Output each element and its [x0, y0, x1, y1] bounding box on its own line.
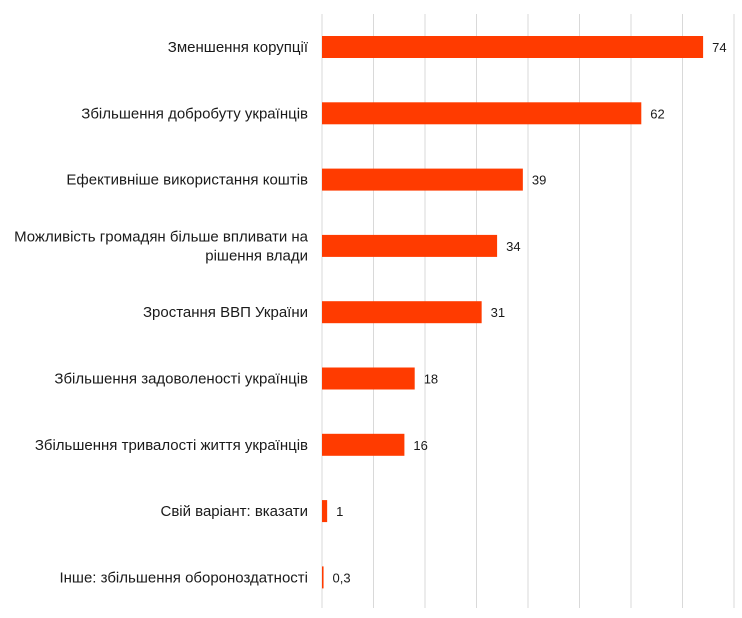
category-label: Зростання ВВП України	[143, 304, 308, 321]
category-label: рішення влади	[205, 247, 308, 264]
data-label: 62	[650, 106, 664, 121]
category-label: Збільшення тривалості життя українців	[35, 437, 308, 454]
data-label: 0,3	[333, 570, 351, 585]
bar	[322, 102, 642, 125]
bar	[322, 566, 324, 589]
data-label: 1	[336, 504, 343, 519]
data-label: 74	[712, 40, 726, 55]
bar	[322, 36, 704, 58]
data-label: 18	[424, 372, 438, 387]
labels: 74 Зменшення корупції 62 Збільшення добробу…	[14, 39, 726, 586]
data-label: 34	[506, 239, 520, 254]
category-label: Свій варіант: вказати	[160, 503, 308, 520]
data-label: 39	[532, 173, 546, 188]
category-label: Зменшення корупції	[168, 39, 309, 56]
category-label: Збільшення задоволеності українців	[54, 371, 308, 388]
bar	[322, 168, 523, 191]
category-label: Інше: збільшення обороноздатності	[59, 569, 308, 586]
category-label: Можливість громадян більше впливати на	[14, 228, 309, 245]
data-label: 31	[491, 305, 505, 320]
bar	[322, 367, 415, 390]
bar	[322, 301, 482, 324]
bars	[322, 36, 704, 589]
bar	[322, 234, 498, 257]
bar	[322, 500, 328, 523]
category-label: Ефективніше використання коштів	[66, 172, 308, 189]
data-label: 16	[413, 438, 427, 453]
category-label: Збільшення добробуту українців	[81, 105, 308, 122]
bar	[322, 433, 405, 456]
